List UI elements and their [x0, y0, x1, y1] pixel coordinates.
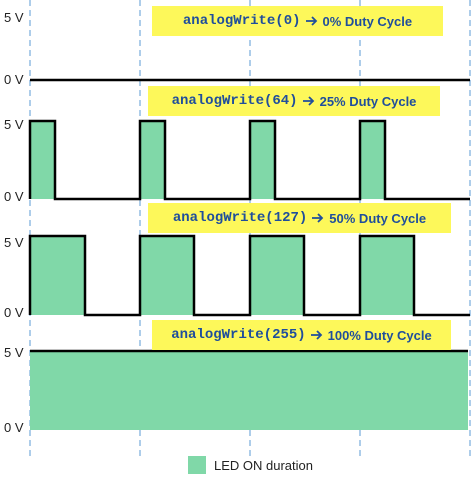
y-label: 0 V	[4, 189, 24, 204]
on-fill	[30, 121, 468, 430]
y-label: 0 V	[4, 420, 24, 435]
y-label: 5 V	[4, 10, 24, 25]
arrow	[302, 96, 314, 106]
arrow	[305, 16, 317, 26]
legend-swatch	[188, 456, 206, 474]
y-label: 0 V	[4, 305, 24, 320]
y-label: 5 V	[4, 235, 24, 250]
caption: 25% Duty Cycle	[319, 93, 417, 109]
code: analogWrite(255)	[171, 327, 306, 343]
arrow	[310, 330, 322, 340]
y-label: 5 V	[4, 345, 24, 360]
panel-label: analogWrite(64) 25% Duty Cycle	[148, 86, 440, 116]
signal	[28, 78, 470, 353]
caption: 50% Duty Cycle	[329, 210, 427, 226]
y-label: 0 V	[4, 72, 24, 87]
panel-label: analogWrite(127) 50% Duty Cycle	[148, 203, 451, 233]
y-label: 5 V	[4, 117, 24, 132]
panel-label: analogWrite(0) 0% Duty Cycle	[152, 6, 443, 36]
code: analogWrite(0)	[182, 13, 301, 29]
panel-label: analogWrite(255) 100% Duty Cycle	[152, 320, 451, 350]
legend-label: LED ON duration	[214, 457, 313, 473]
caption: 0% Duty Cycle	[322, 13, 413, 29]
arrow	[312, 213, 324, 223]
code: analogWrite(64)	[171, 93, 298, 109]
code: analogWrite(127)	[172, 210, 308, 226]
legend: LED ON duration	[188, 456, 313, 474]
caption: 100% Duty Cycle	[327, 327, 432, 343]
